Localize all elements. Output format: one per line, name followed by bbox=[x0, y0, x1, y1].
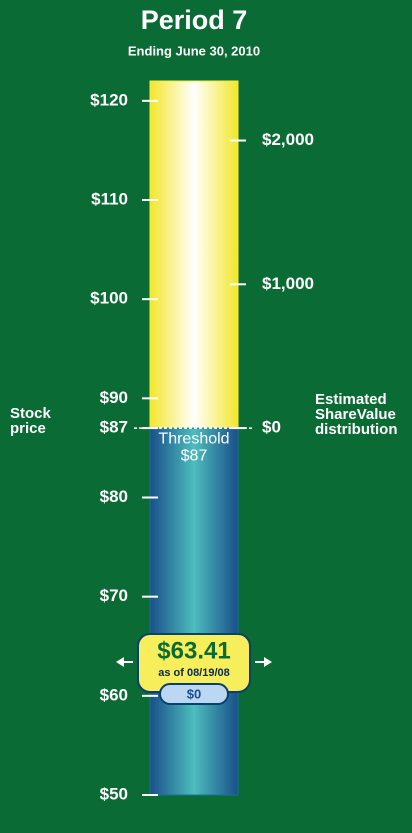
upper-bar bbox=[149, 80, 239, 429]
y-tick-label: $87 bbox=[100, 418, 128, 437]
lower-bar bbox=[149, 427, 239, 796]
arrow-right-head bbox=[264, 657, 272, 668]
title: Period 7 bbox=[141, 5, 248, 35]
y-tick-label: $90 bbox=[100, 388, 128, 407]
y-tick-label: $60 bbox=[100, 685, 128, 704]
date-label: as of 08/19/08 bbox=[158, 667, 230, 679]
y2-tick-label: $0 bbox=[262, 418, 281, 437]
y2-axis-label: Estimated ShareValue distribution bbox=[315, 391, 398, 438]
distribution-label: $0 bbox=[187, 686, 201, 701]
y-tick-label: $50 bbox=[100, 784, 128, 803]
subtitle: Ending June 30, 2010 bbox=[128, 43, 260, 58]
threshold-label: Threshold bbox=[158, 430, 229, 447]
y-tick-label: $80 bbox=[100, 487, 128, 506]
y2-tick-label: $1,000 bbox=[262, 274, 314, 293]
y-axis-label: Stock price bbox=[10, 405, 51, 437]
threshold-value: $87 bbox=[181, 447, 208, 464]
y-tick-label: $120 bbox=[90, 90, 128, 109]
y-tick-label: $110 bbox=[91, 189, 128, 208]
y-tick-label: $100 bbox=[90, 289, 128, 308]
y-tick-label: $70 bbox=[100, 586, 128, 605]
value-label: $63.41 bbox=[157, 637, 230, 664]
arrow-left-head bbox=[116, 657, 124, 668]
y2-tick-label: $2,000 bbox=[262, 130, 314, 149]
distribution-marker bbox=[159, 683, 229, 706]
